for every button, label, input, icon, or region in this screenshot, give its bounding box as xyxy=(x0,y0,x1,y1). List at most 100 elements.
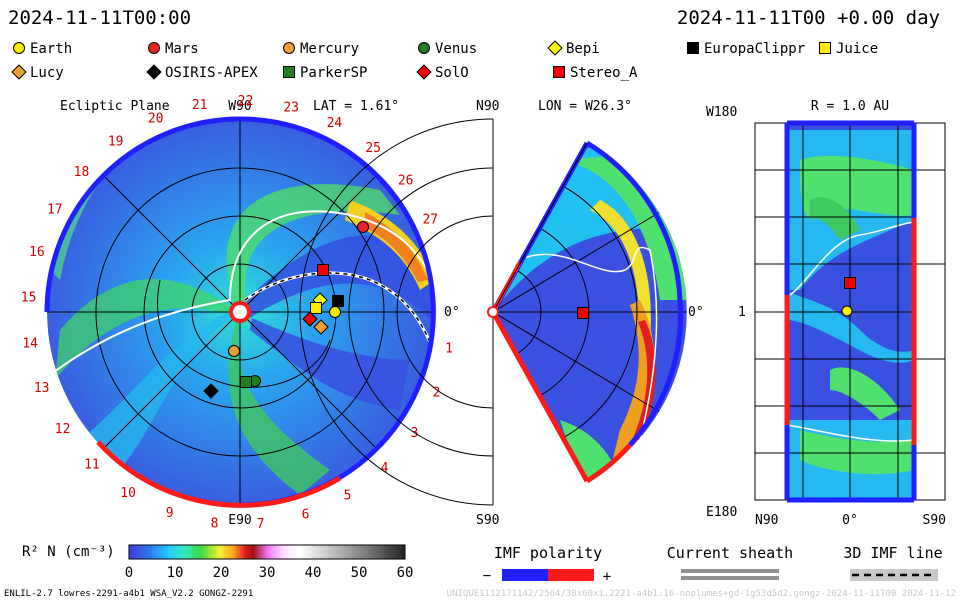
colorbar-tick-label: 40 xyxy=(305,565,322,581)
radial-w180: W180 xyxy=(706,105,737,120)
earth-legend-label: Earth xyxy=(30,41,72,57)
sector-label: 15 xyxy=(21,290,37,305)
sector-label: 22 xyxy=(238,94,254,109)
ecliptic-e90: E90 xyxy=(228,513,251,528)
imf-positive-bar xyxy=(548,569,594,581)
sector-label: 24 xyxy=(327,116,343,131)
colorbar-tick-label: 20 xyxy=(213,565,230,581)
sector-label: 21 xyxy=(192,98,208,113)
venus-legend-marker xyxy=(418,42,430,54)
colorbar-tick-label: 60 xyxy=(397,565,414,581)
colorbar: R² N (cm⁻³) 0 10 20 30 40 50 60 xyxy=(22,544,413,581)
radial-density-field xyxy=(787,123,914,500)
earth-legend-marker xyxy=(13,42,25,54)
radial-e180: E180 xyxy=(706,505,737,520)
juice-ecliptic-marker xyxy=(310,302,322,314)
footer-right: UNIQUE1112171142/2564/30x60x1.2221-a4b1:… xyxy=(447,589,956,599)
mercury-ecliptic-marker xyxy=(228,345,240,357)
radial-one: 1 xyxy=(738,305,746,320)
imf-title: IMF polarity xyxy=(494,544,602,562)
sector-label: 2 xyxy=(433,386,441,401)
radial-bodies xyxy=(841,277,856,317)
lucy-legend-label: Lucy xyxy=(30,65,64,81)
sector-label: 6 xyxy=(302,508,310,523)
lucy-legend-marker xyxy=(11,64,27,80)
ecliptic-w90: W90 xyxy=(228,99,251,114)
colorbar-gradient xyxy=(128,544,406,560)
datetime-right: 2024-11-11T00 +0.00 day xyxy=(677,7,940,29)
venus-legend-label: Venus xyxy=(435,41,477,57)
imf-plus: + xyxy=(603,569,611,585)
sector-label: 12 xyxy=(55,422,71,437)
meridional-title: LON = W26.3° xyxy=(538,99,632,114)
juice-legend-marker xyxy=(819,42,831,54)
imf-legend: IMF polarity − + Current sheath 3D IMF l… xyxy=(483,544,943,585)
sector-label: 25 xyxy=(365,141,381,156)
imf-minus: − xyxy=(483,568,491,584)
solo-ecliptic-marker xyxy=(302,311,318,327)
europaclippr-ecliptic-marker xyxy=(332,295,344,307)
sector-label: 3 xyxy=(411,426,419,441)
mars-legend-marker xyxy=(148,42,160,54)
osiris-apex-ecliptic-marker xyxy=(203,383,219,399)
parkersp-ecliptic-marker xyxy=(240,376,252,388)
mars-legend-label: Mars xyxy=(165,41,199,57)
sector-label: 5 xyxy=(344,489,352,504)
mercury-legend-marker xyxy=(283,42,295,54)
stereo-a-ecliptic-marker xyxy=(317,264,329,276)
sector-label: 13 xyxy=(34,381,50,396)
sector-label: 19 xyxy=(108,134,124,149)
meridional-sun-marker xyxy=(487,306,499,318)
stereo-a-legend-marker xyxy=(553,66,565,78)
ecliptic-bodies xyxy=(203,221,369,399)
sector-label: 10 xyxy=(120,486,136,501)
sector-label: 20 xyxy=(148,112,164,127)
ecliptic-title: Ecliptic Plane xyxy=(60,99,170,114)
sector-label: 11 xyxy=(84,458,100,473)
radial-s90: S90 xyxy=(923,513,946,528)
sector-label: 27 xyxy=(422,213,438,228)
sector-label: 4 xyxy=(381,461,389,476)
europaclippr-legend-marker xyxy=(687,42,699,54)
stereo-a-meridional-marker xyxy=(577,307,589,319)
solo-legend-label: SolO xyxy=(435,65,469,81)
sector-label: 18 xyxy=(74,165,90,180)
mercury-legend-label: Mercury xyxy=(300,41,359,57)
parkersp-legend-marker xyxy=(283,66,295,78)
ecliptic-panel: Ecliptic Plane LAT = 1.61° W90 E90 0° xyxy=(21,94,460,532)
colorbar-tick-label: 30 xyxy=(259,565,276,581)
sector-label: 17 xyxy=(47,203,63,218)
solo-legend-marker xyxy=(416,64,432,80)
meridional-bodies xyxy=(577,307,589,319)
sector-label: 9 xyxy=(166,506,174,521)
sector-label: 7 xyxy=(257,517,265,532)
meridional-zero: 0° xyxy=(688,305,704,320)
colorbar-label: R² N (cm⁻³) xyxy=(22,544,115,560)
sector-label: 26 xyxy=(398,174,414,189)
europaclippr-legend-label: EuropaClippr xyxy=(704,41,805,57)
sector-label: 16 xyxy=(29,245,45,260)
sector-label: 14 xyxy=(22,337,38,352)
imf-line-title: 3D IMF line xyxy=(843,544,942,562)
bepi-legend-marker xyxy=(547,40,563,56)
meridional-n90: N90 xyxy=(476,99,499,114)
mars-ecliptic-marker xyxy=(357,221,369,233)
legend: Earth Mars Mercury Venus Bepi EuropaClippr Jui… xyxy=(11,40,878,81)
bepi-legend-label: Bepi xyxy=(566,41,600,57)
meridional-s90: S90 xyxy=(476,513,499,528)
sheath-title: Current sheath xyxy=(667,544,793,562)
radial-zero: 0° xyxy=(842,513,858,528)
imf-negative-bar xyxy=(502,569,548,581)
footer-left: ENLIL-2.7 lowres-2291-a4b1 WSA_V2.2 GONG… xyxy=(4,589,253,599)
stereo-a-legend-label: Stereo_A xyxy=(570,65,638,81)
sector-label: 1 xyxy=(445,341,453,356)
sector-label: 23 xyxy=(283,100,299,115)
sun-marker xyxy=(229,301,251,323)
colorbar-tick-label: 10 xyxy=(167,565,184,581)
osiris-apex-legend-label: OSIRIS-APEX xyxy=(165,65,258,81)
stereo-a-radial-marker xyxy=(844,277,856,289)
earth-radial-marker xyxy=(841,305,853,317)
sector-label: 8 xyxy=(211,517,219,532)
